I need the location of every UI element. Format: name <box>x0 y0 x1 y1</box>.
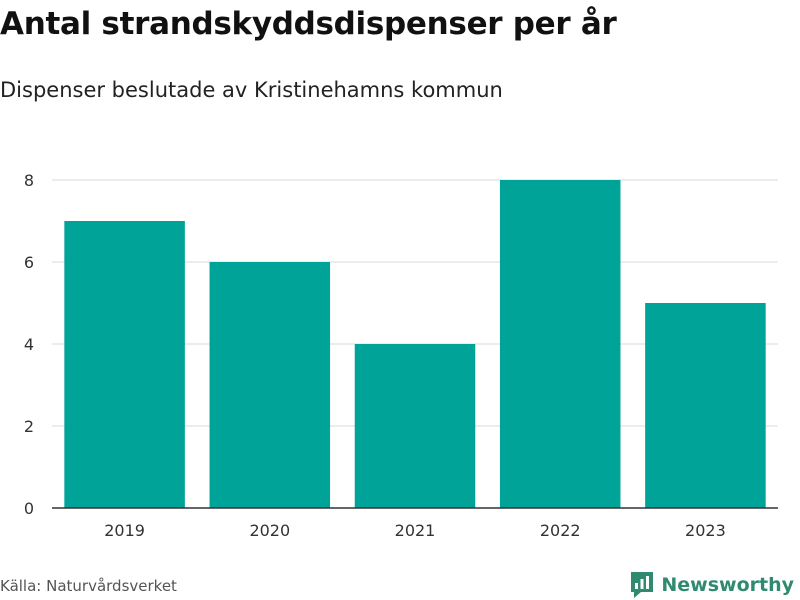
y-tick-label: 6 <box>24 253 34 272</box>
bars <box>64 180 766 508</box>
bar-2019[interactable] <box>64 221 185 508</box>
bar-2020[interactable] <box>209 262 331 508</box>
x-tick-label: 2020 <box>249 521 290 540</box>
x-tick-label: 2023 <box>685 521 726 540</box>
x-tick-labels: 2019 2020 2021 2022 2023 <box>104 521 726 540</box>
y-tick-label: 0 <box>24 499 34 518</box>
y-tick-label: 8 <box>24 171 34 190</box>
chart-subtitle: Dispenser beslutade av Kristinehamns kom… <box>0 78 503 102</box>
x-tick-label: 2022 <box>540 521 581 540</box>
x-tick-label: 2021 <box>395 521 436 540</box>
bar-2023[interactable] <box>645 303 766 508</box>
y-tick-label: 4 <box>24 335 34 354</box>
newsworthy-logo[interactable]: Newsworthy <box>629 570 794 600</box>
newsworthy-logo-icon <box>631 572 654 598</box>
source-note: Källa: Naturvårdsverket <box>0 577 177 595</box>
y-tick-label: 2 <box>24 417 34 436</box>
bar-2022[interactable] <box>499 180 621 508</box>
newsworthy-logo-text: Newsworthy <box>661 574 794 596</box>
x-tick-label: 2019 <box>104 521 145 540</box>
y-tick-labels: 0 2 4 6 8 <box>24 171 34 518</box>
chart-title: Antal strandskyddsdispenser per år <box>0 6 617 42</box>
bar-2021[interactable] <box>354 344 476 508</box>
